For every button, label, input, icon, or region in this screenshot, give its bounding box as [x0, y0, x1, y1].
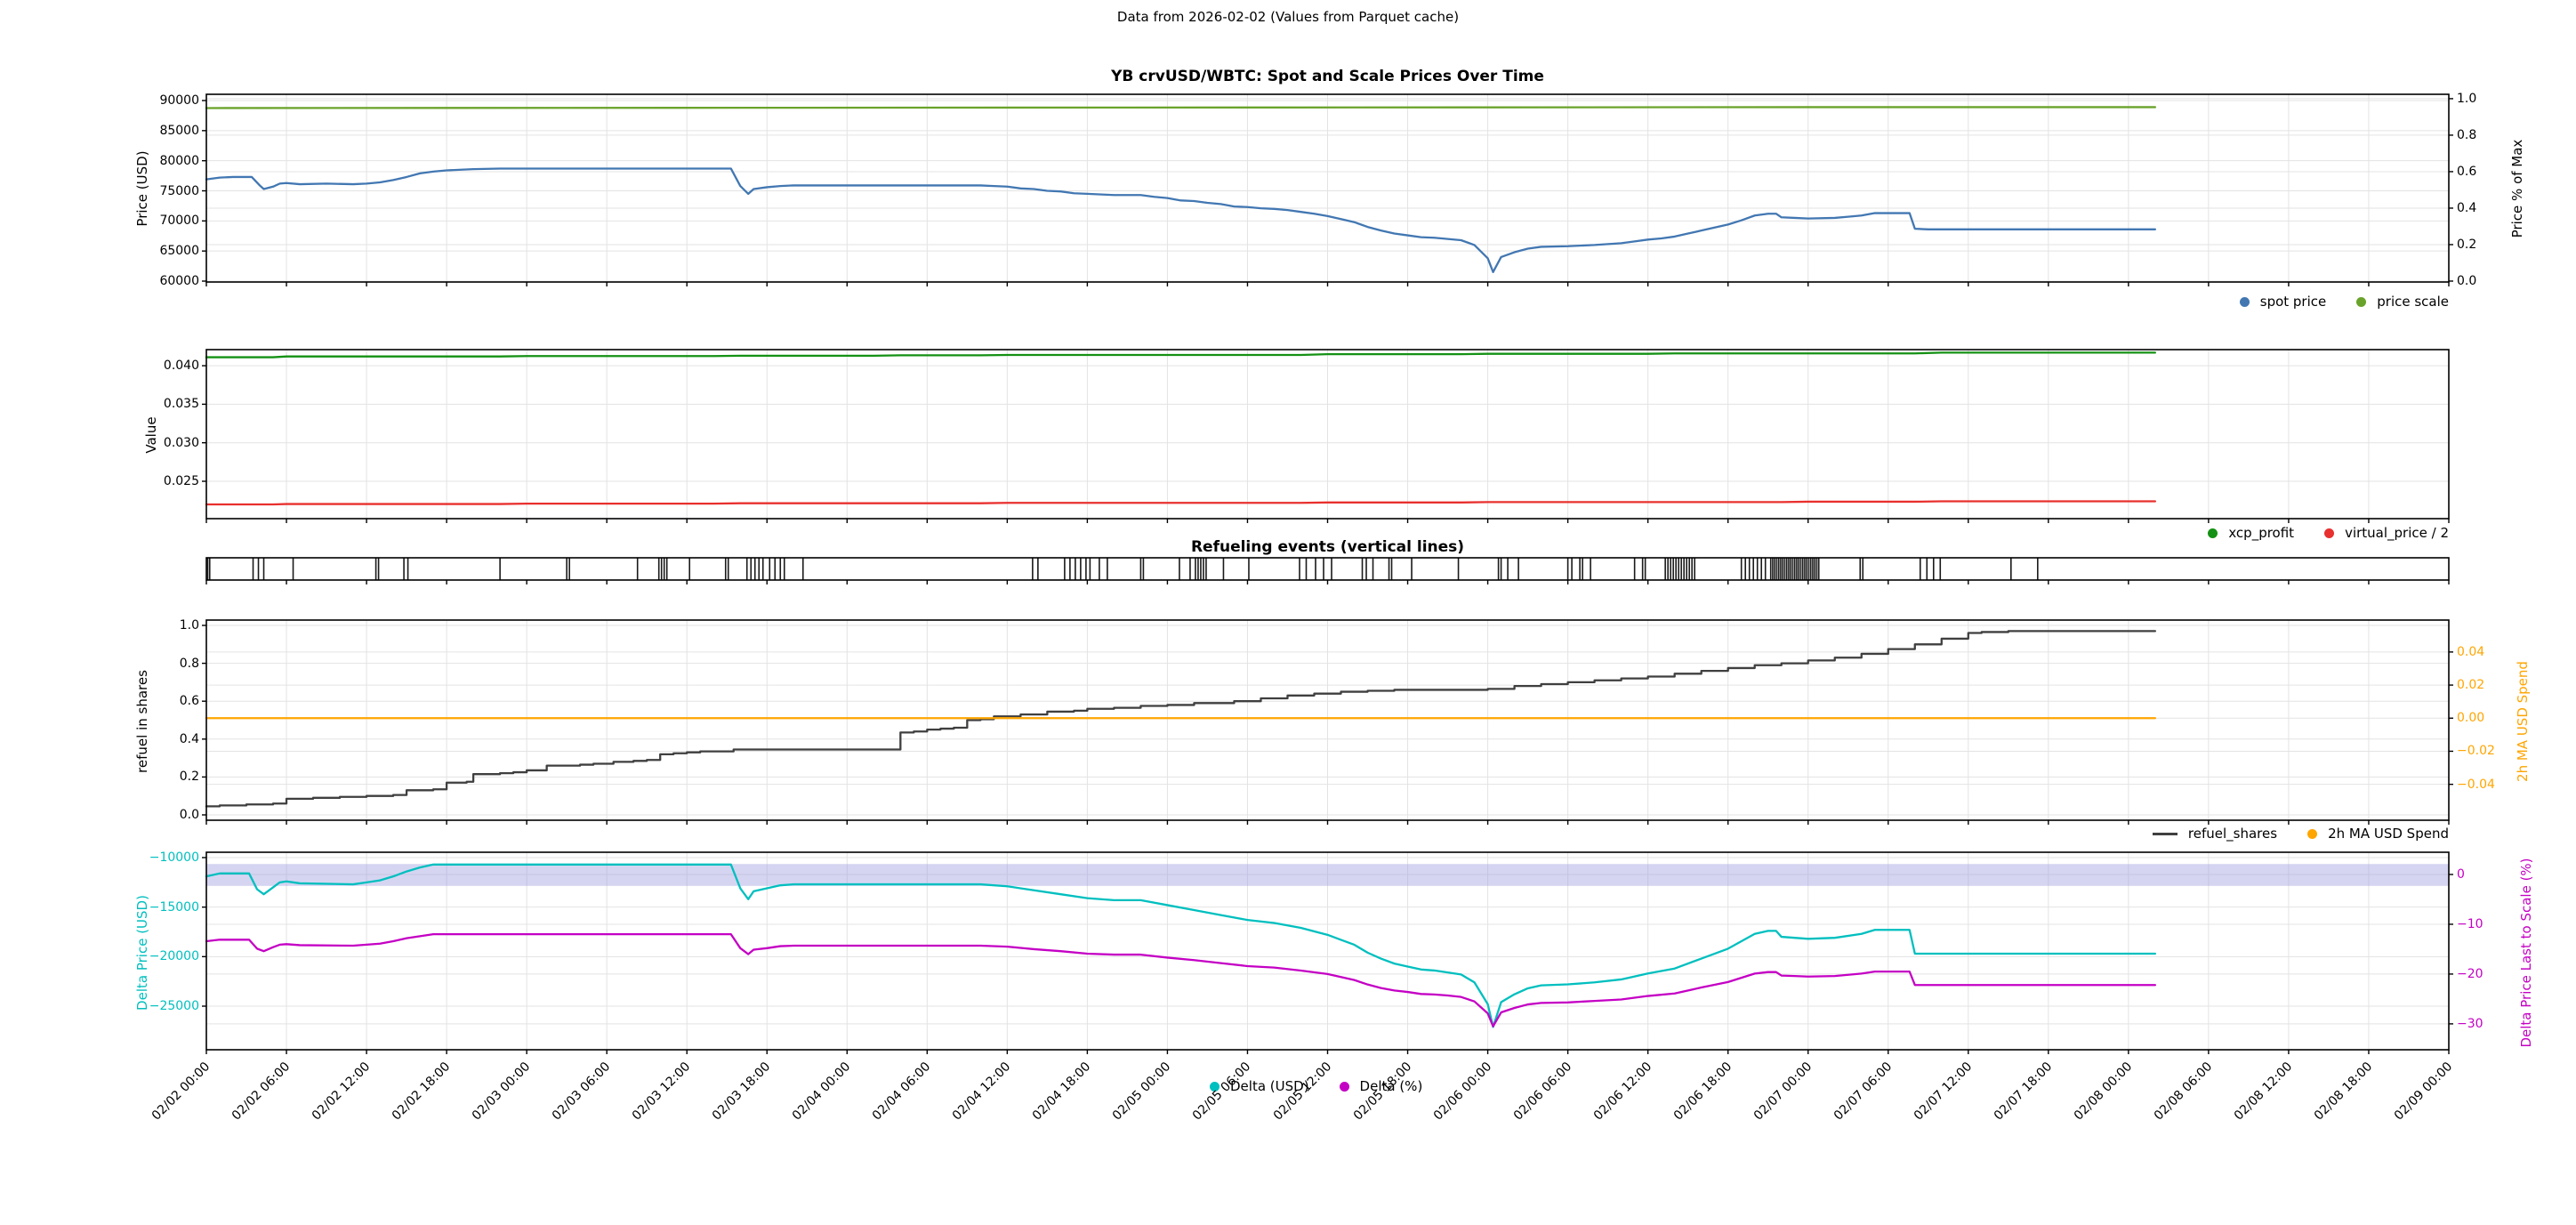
- y-tick-label: 85000: [159, 123, 199, 138]
- price-scale-marker-icon: [2356, 296, 2367, 307]
- spot-price-marker-icon: [2239, 296, 2250, 307]
- figure-suptitle: Data from 2026-02-02 (Values from Parque…: [1116, 9, 1460, 25]
- y-tick-label: 0.00: [2457, 711, 2485, 726]
- y-tick-label: 90000: [159, 93, 199, 109]
- delta-ylabel-right: Delta Price Last to Scale (%): [2518, 858, 2534, 1048]
- y-tick-label: 0.8: [2457, 127, 2477, 142]
- xcp-profit-marker-icon: [2208, 528, 2218, 538]
- y-tick-label: 0.02: [2457, 678, 2485, 693]
- price-plot-title: YB crvUSD/WBTC: Spot and Scale Prices Ov…: [1111, 68, 1544, 85]
- y-tick-label: −0.02: [2457, 744, 2495, 759]
- legend-label: Delta (USD): [1230, 1078, 1309, 1094]
- delta-legend: Delta (USD) Delta (%): [1210, 1078, 1422, 1094]
- legend-item-spot-price: spot price: [2239, 294, 2327, 310]
- legend-item-delta-usd: Delta (USD): [1210, 1078, 1309, 1094]
- y-tick-label: 0.025: [163, 473, 199, 488]
- legend-label: 2h MA USD Spend: [2328, 826, 2449, 842]
- y-tick-label: 0.6: [179, 694, 199, 709]
- ma-usd-spend-marker-icon: [2307, 828, 2318, 839]
- legend-item-refuel-shares: refuel_shares: [2152, 826, 2278, 842]
- refuel-legend: refuel_shares 2h MA USD Spend: [2152, 826, 2449, 842]
- legend-label: spot price: [2259, 294, 2327, 310]
- legend-label: Delta (%): [1359, 1078, 1423, 1094]
- y-tick-label: −10000: [149, 850, 199, 865]
- legend-label: refuel_shares: [2187, 826, 2278, 842]
- y-tick-label: 0.6: [2457, 164, 2477, 179]
- y-tick-label: 70000: [159, 214, 199, 229]
- y-tick-label: 0.8: [179, 656, 199, 671]
- legend-item-ma-usd-spend: 2h MA USD Spend: [2307, 826, 2449, 842]
- refuel-shares-marker-icon: [2152, 832, 2178, 835]
- y-tick-label: −25000: [149, 999, 199, 1013]
- y-tick-label: 80000: [159, 153, 199, 168]
- y-tick-label: −20: [2457, 966, 2483, 981]
- y-tick-label: 0.4: [2457, 200, 2477, 215]
- y-tick-label: −20000: [149, 949, 199, 964]
- y-tick-label: −0.04: [2457, 777, 2495, 792]
- delta-pct-marker-icon: [1339, 1081, 1349, 1092]
- legend-item-price-scale: price scale: [2356, 294, 2449, 310]
- legend-item-xcp-profit: xcp_profit: [2208, 525, 2294, 541]
- y-tick-label: 75000: [159, 183, 199, 198]
- legend-item-delta-pct: Delta (%): [1339, 1078, 1423, 1094]
- value-legend: xcp_profit virtual_price / 2: [2208, 525, 2449, 541]
- y-tick-label: 0.0: [2457, 273, 2477, 288]
- y-tick-label: 0.04: [2457, 644, 2485, 659]
- legend-label: price scale: [2377, 294, 2449, 310]
- y-tick-label: 0: [2457, 866, 2465, 882]
- y-tick-label: −15000: [149, 899, 199, 915]
- legend-label: xcp_profit: [2228, 525, 2295, 541]
- y-tick-label: 1.0: [2457, 91, 2477, 106]
- events-plot-title: Refueling events (vertical lines): [1190, 538, 1465, 556]
- y-tick-label: 0.2: [2457, 237, 2477, 252]
- y-tick-label: 0.030: [163, 435, 199, 450]
- y-tick-label: −30: [2457, 1016, 2483, 1031]
- virtual-price-marker-icon: [2324, 528, 2335, 538]
- y-tick-label: 0.035: [163, 397, 199, 412]
- y-tick-label: 60000: [159, 273, 199, 288]
- legend-label: virtual_price / 2: [2345, 525, 2449, 541]
- y-tick-label: 1.0: [179, 618, 199, 633]
- y-tick-label: 65000: [159, 244, 199, 259]
- y-tick-label: 0.0: [179, 807, 199, 822]
- price-legend: spot price price scale: [2239, 294, 2449, 310]
- delta-usd-marker-icon: [1210, 1081, 1220, 1092]
- legend-item-virtual-price: virtual_price / 2: [2324, 525, 2449, 541]
- y-tick-label: −10: [2457, 916, 2483, 931]
- y-tick-label: 0.4: [179, 731, 199, 746]
- y-tick-label: 0.2: [179, 770, 199, 785]
- y-tick-label: 0.040: [163, 359, 199, 374]
